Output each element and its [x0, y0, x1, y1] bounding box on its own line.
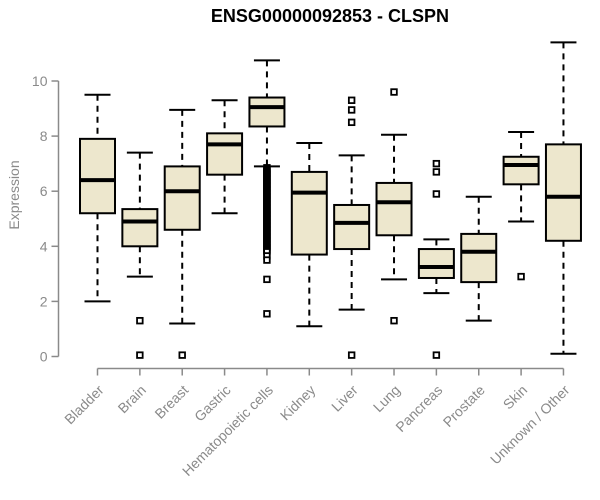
x-tick-label: Prostate	[440, 382, 488, 430]
boxes-layer	[79, 41, 582, 359]
outlier-point	[432, 168, 441, 176]
box-pancreas	[417, 159, 455, 359]
box-breast	[163, 108, 201, 359]
x-tick-label: Bladder	[61, 382, 107, 428]
box-rect	[163, 165, 201, 231]
outlier-point	[263, 310, 271, 318]
box-liver	[333, 96, 371, 359]
outlier-point	[390, 316, 398, 325]
box-lung	[375, 88, 413, 325]
box-rect	[460, 232, 498, 284]
box-skin	[502, 130, 540, 281]
x-tick-label: Pancreas	[392, 382, 445, 435]
box-gastric	[206, 99, 244, 215]
box-rect	[248, 96, 286, 128]
box-rect	[544, 143, 582, 242]
y-axis-title: Expression	[6, 160, 22, 229]
box-prostate	[460, 195, 498, 322]
box-rect	[333, 203, 371, 251]
box-brain	[121, 151, 159, 359]
box-rect	[79, 137, 116, 215]
outlier-point	[263, 256, 271, 264]
outlier-point	[136, 351, 144, 359]
outlier-point	[432, 351, 441, 359]
outlier-point	[390, 88, 398, 96]
x-tick-label: Liver	[328, 382, 361, 415]
chart-title: ENSG00000092853 - CLSPN	[211, 6, 449, 26]
outlier-point	[517, 272, 525, 281]
outlier-point	[136, 316, 144, 325]
outlier-point	[347, 118, 356, 127]
x-tick-label: Skin	[500, 382, 531, 413]
outlier-point	[263, 275, 271, 284]
outlier-point	[347, 351, 356, 359]
box-rect	[417, 248, 455, 279]
box-unknown-other	[544, 41, 582, 355]
outlier-point	[432, 190, 441, 198]
y-tick-label: 10	[32, 73, 48, 89]
y-tick-label: 8	[40, 128, 48, 144]
box-rect	[502, 155, 540, 186]
box-bladder	[79, 93, 116, 303]
x-tick-label: Unknown / Other	[487, 382, 573, 468]
outlier-point	[432, 159, 441, 168]
y-tick-label: 2	[40, 293, 48, 309]
outlier-point	[347, 96, 356, 104]
x-tick-label: Kidney	[277, 382, 319, 424]
box-kidney	[290, 141, 328, 328]
box-hematopoietic-cells	[248, 59, 286, 318]
outlier-point	[347, 106, 356, 114]
outlier-point	[178, 351, 186, 359]
box-rect	[206, 132, 244, 176]
x-tick-label: Breast	[151, 382, 191, 422]
x-tick-label: Brain	[115, 382, 149, 416]
y-tick-label: 0	[40, 349, 48, 365]
box-rect	[121, 208, 159, 248]
box-rect	[290, 170, 328, 256]
box-rect	[375, 181, 413, 237]
x-tick-label: Lung	[370, 382, 403, 415]
y-tick-label: 6	[40, 183, 48, 199]
y-tick-label: 4	[40, 238, 48, 254]
